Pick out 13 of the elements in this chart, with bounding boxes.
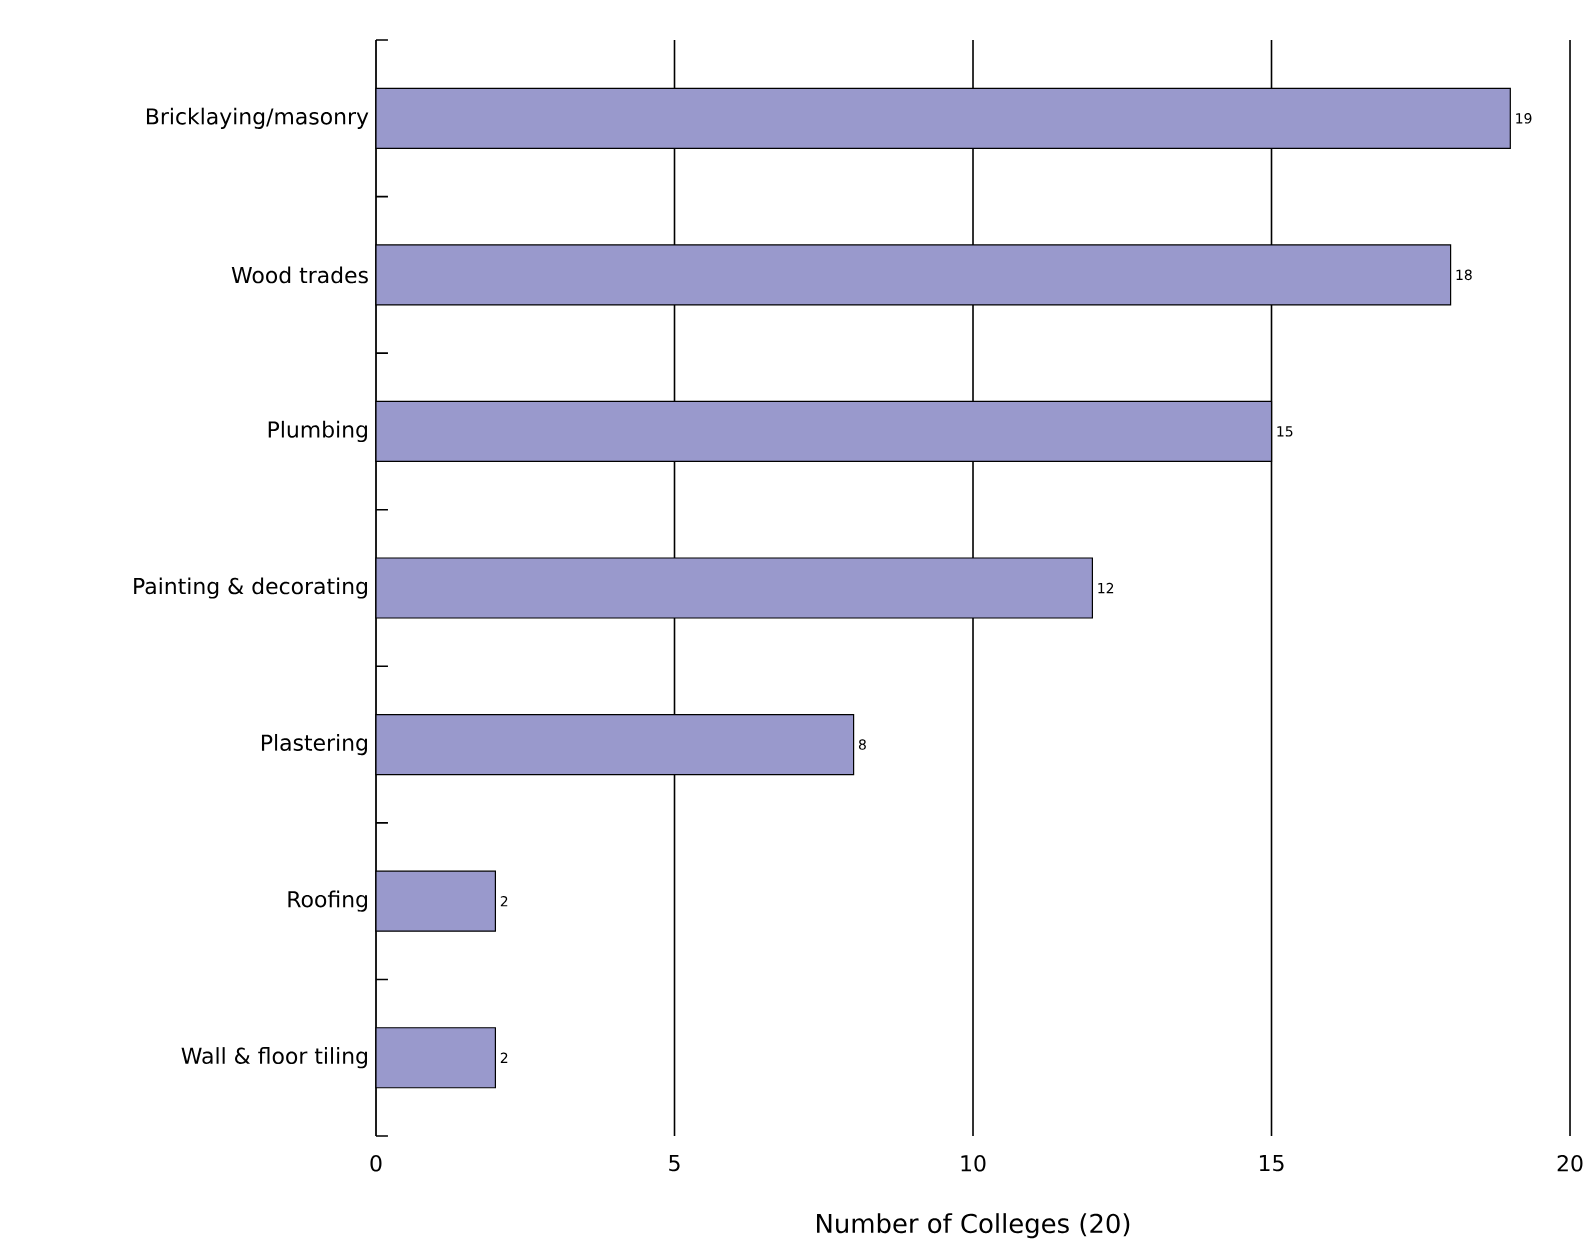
x-tick-label: 0 (370, 1155, 382, 1172)
x-tick-label: 5 (669, 1155, 680, 1172)
y-tick-label: Plumbing (268, 420, 367, 443)
x-tick-label: 15 (1259, 1155, 1284, 1172)
y-tick-label: Wood trades (231, 266, 368, 284)
y-tick-label: Plastering (261, 733, 367, 756)
x-axis-title: Number of Colleges (20) (817, 1213, 1130, 1239)
x-tick-label: 20 (1557, 1155, 1583, 1172)
y-tick-label: Roofing (288, 890, 367, 912)
y-tick-label: Wall & floor tiling (181, 1047, 367, 1069)
x-tick-label: 10 (961, 1155, 986, 1172)
y-tick-label: Bricklaying/masonry (146, 107, 369, 129)
y-tick-label: Painting & decorating (134, 577, 367, 599)
